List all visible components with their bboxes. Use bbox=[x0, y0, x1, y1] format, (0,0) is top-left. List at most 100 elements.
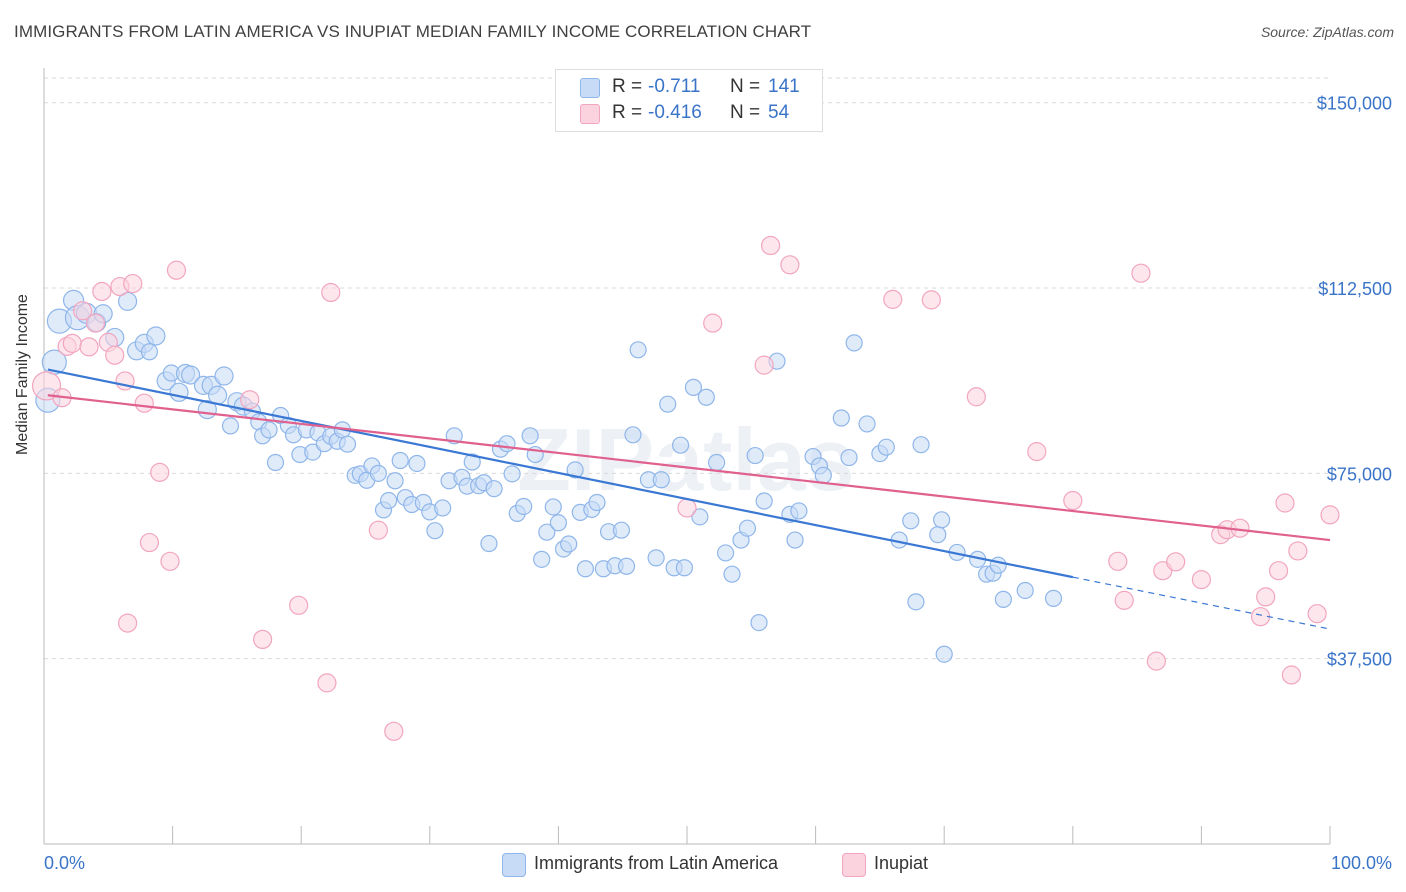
data-point bbox=[858, 415, 876, 433]
data-point bbox=[755, 492, 773, 510]
data-point bbox=[549, 514, 568, 532]
data-point bbox=[989, 556, 1007, 574]
data-point bbox=[716, 544, 735, 562]
data-point bbox=[912, 436, 930, 454]
trend-line-inupiat bbox=[47, 394, 1331, 542]
y-tick-label: $75,000 bbox=[1327, 464, 1392, 484]
data-point bbox=[391, 451, 409, 470]
data-point bbox=[214, 366, 234, 386]
data-point bbox=[566, 461, 584, 479]
data-point bbox=[617, 557, 636, 575]
data-point bbox=[260, 421, 278, 439]
data-point bbox=[221, 417, 240, 435]
data-point bbox=[384, 721, 404, 741]
r-value: -0.416 bbox=[648, 102, 702, 123]
data-point bbox=[123, 273, 143, 294]
r-label: R = bbox=[612, 102, 643, 123]
data-point bbox=[380, 491, 398, 510]
data-point bbox=[117, 613, 138, 633]
data-point bbox=[85, 313, 106, 333]
data-point bbox=[929, 526, 947, 544]
watermark: ZIPatlas bbox=[517, 410, 854, 509]
data-point bbox=[832, 409, 850, 427]
series-latin-america bbox=[35, 289, 1063, 663]
data-point bbox=[240, 390, 260, 410]
data-point bbox=[317, 673, 337, 693]
data-point bbox=[814, 466, 832, 484]
data-point bbox=[62, 333, 82, 353]
data-point bbox=[1320, 505, 1340, 525]
data-point bbox=[1027, 442, 1047, 462]
data-point bbox=[684, 378, 703, 396]
data-point bbox=[434, 499, 452, 517]
y-axis-label: Median Family Income bbox=[14, 294, 31, 455]
correlation-stats-box: R = -0.711 N = 141 R = -0.416 N = 54 bbox=[555, 69, 823, 132]
data-point bbox=[1131, 263, 1151, 283]
trend-lines bbox=[47, 368, 1331, 630]
data-point bbox=[369, 464, 387, 482]
series-inupiat bbox=[31, 235, 1340, 741]
data-point bbox=[671, 436, 690, 454]
data-point bbox=[105, 345, 125, 365]
data-point bbox=[92, 281, 112, 302]
data-point bbox=[675, 559, 694, 577]
data-point bbox=[386, 472, 404, 490]
data-point bbox=[503, 465, 521, 483]
data-point bbox=[1108, 551, 1128, 571]
data-point bbox=[368, 520, 388, 540]
data-point bbox=[1281, 665, 1302, 685]
stats-swatch-latin-america bbox=[580, 78, 600, 98]
data-point bbox=[790, 502, 808, 520]
y-tick-label: $37,500 bbox=[1327, 650, 1392, 670]
data-point bbox=[1063, 490, 1083, 511]
data-point bbox=[845, 334, 863, 352]
data-point bbox=[935, 645, 953, 663]
data-point bbox=[31, 371, 62, 401]
data-point bbox=[289, 595, 309, 615]
data-point bbox=[1166, 552, 1186, 572]
y-tick-label: $150,000 bbox=[1317, 94, 1392, 114]
data-point bbox=[780, 255, 800, 275]
data-point bbox=[117, 291, 138, 311]
data-point bbox=[703, 313, 723, 333]
data-point bbox=[966, 387, 986, 407]
data-point bbox=[544, 498, 562, 516]
data-point bbox=[1016, 581, 1034, 600]
data-point bbox=[746, 446, 764, 465]
data-point bbox=[576, 560, 595, 578]
data-point bbox=[1307, 604, 1327, 624]
data-point bbox=[79, 337, 99, 357]
data-point bbox=[707, 453, 726, 472]
data-point bbox=[677, 498, 697, 518]
x-tick-label: 100.0% bbox=[1331, 853, 1392, 873]
data-point bbox=[463, 453, 481, 471]
data-point bbox=[738, 519, 757, 537]
stats-swatch-inupiat bbox=[580, 104, 600, 124]
data-point bbox=[647, 549, 665, 567]
data-point bbox=[629, 341, 647, 359]
data-point bbox=[760, 235, 781, 256]
data-point bbox=[538, 523, 556, 541]
n-value: 141 bbox=[768, 76, 800, 97]
data-point bbox=[921, 290, 941, 310]
data-point bbox=[1275, 493, 1295, 513]
data-point bbox=[994, 590, 1012, 608]
axes bbox=[43, 68, 1331, 845]
data-point bbox=[588, 493, 606, 512]
data-point bbox=[521, 427, 539, 445]
data-point bbox=[933, 511, 951, 529]
data-point bbox=[515, 497, 533, 516]
data-point bbox=[498, 435, 516, 453]
data-point bbox=[160, 551, 180, 571]
data-point bbox=[786, 531, 804, 549]
legend-label: Inupiat bbox=[874, 853, 929, 873]
y-tick-label: $112,500 bbox=[1318, 279, 1392, 299]
data-point bbox=[304, 443, 322, 461]
data-point bbox=[72, 301, 93, 321]
data-point bbox=[166, 260, 187, 280]
data-point bbox=[612, 521, 631, 539]
data-point bbox=[426, 522, 444, 540]
chart-source: Source: ZipAtlas.com bbox=[1260, 24, 1394, 40]
data-point bbox=[659, 395, 677, 413]
